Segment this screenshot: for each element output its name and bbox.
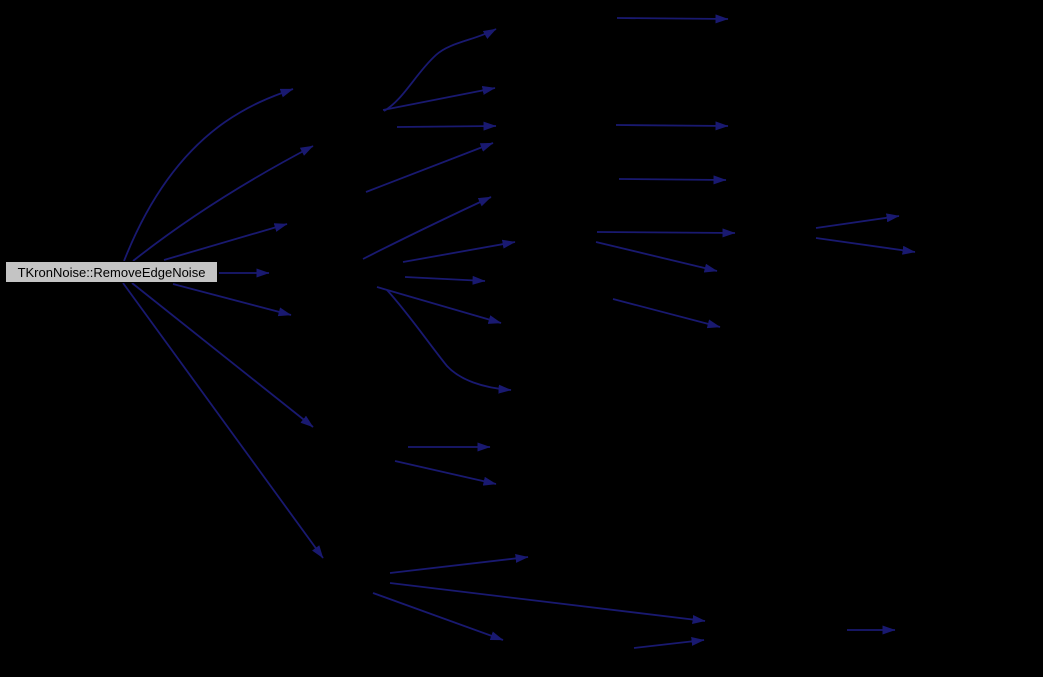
call-edge-level3-row-1 [616, 14, 729, 24]
call-edge-mid-hub-4 [376, 286, 502, 324]
call-edge-bottom-hub-1 [389, 553, 529, 574]
call-edge-root-branch-1 [123, 88, 294, 262]
call-edge-level4-up [815, 213, 900, 229]
call-edge-bottom-hub-3 [372, 592, 504, 641]
call-edge-root-branch-7 [122, 282, 324, 559]
call-edge-mid-hub-3 [404, 275, 486, 285]
call-edge-top-hub-mid [396, 121, 497, 131]
call-edge-low-hub-2 [394, 460, 497, 486]
call-edge-mid-hub-2 [402, 239, 516, 263]
call-edge-root-branch-5 [172, 283, 292, 317]
call-edge-level3-row-2 [615, 121, 729, 131]
call-edge-root-branch-3 [163, 223, 288, 261]
node-label: TKronNoise::RemoveEdgeNoise [17, 264, 206, 280]
call-edge-level3-row-3 [618, 175, 727, 185]
call-edge-root-branch-6 [131, 282, 314, 428]
call-edge-top-hub-low [365, 142, 494, 193]
call-edge-root-branch-2 [132, 145, 314, 262]
call-edge-level4-down [815, 237, 916, 255]
node-tkronnoise-removeedgenoise[interactable]: TKronNoise::RemoveEdgeNoise [5, 261, 218, 283]
call-edge-mid-hub-curve [386, 289, 512, 394]
edge-layer [122, 14, 916, 649]
call-edge-level3-row-4 [596, 228, 736, 238]
call-edge-level3-row-6 [612, 298, 721, 329]
call-edge-top-hub-up [382, 85, 496, 111]
call-edge-bottom-hub-2 [389, 582, 706, 624]
call-edge-top-hub-curve [383, 28, 497, 112]
call-edge-level3-row-5 [595, 241, 718, 273]
call-edge-mid-hub-1 [362, 196, 492, 260]
call-edge-bottom-link [633, 636, 705, 649]
